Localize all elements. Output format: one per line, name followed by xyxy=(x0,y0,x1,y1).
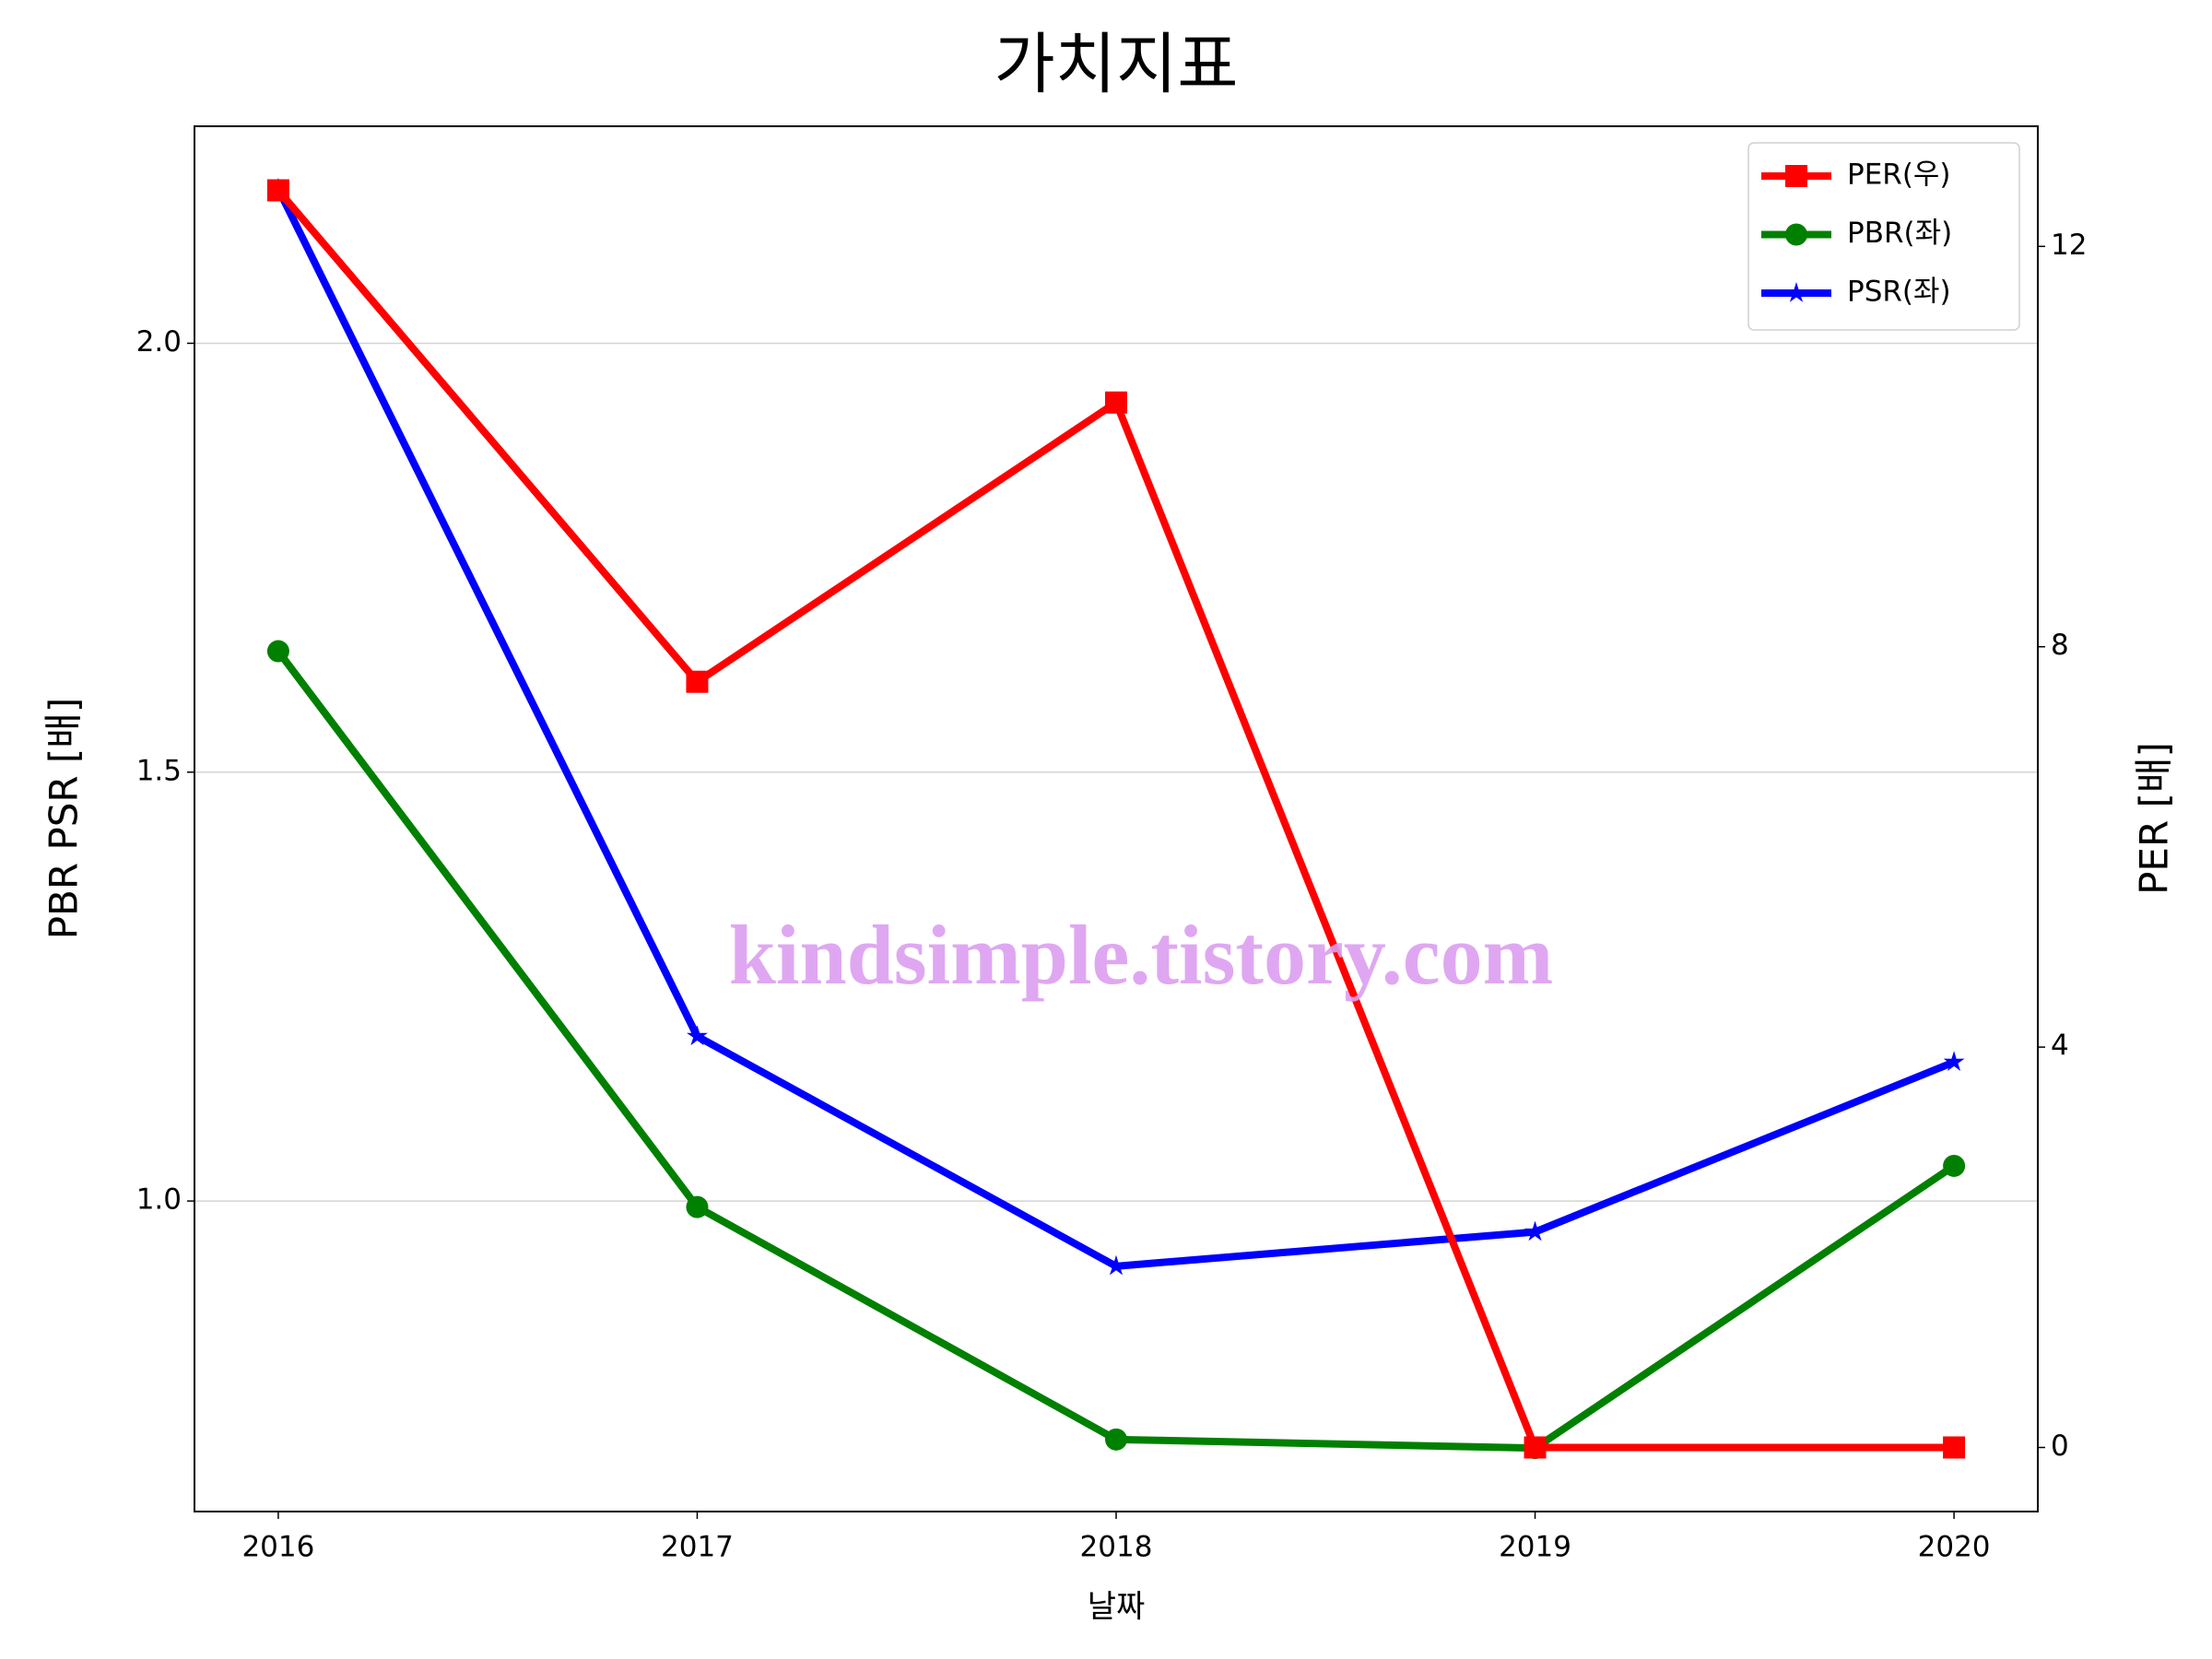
marker xyxy=(1524,1436,1547,1459)
chart-title: 가치지표 xyxy=(994,26,1239,103)
series xyxy=(266,640,1966,1460)
marker xyxy=(1943,1436,1966,1459)
marker xyxy=(1785,223,1807,246)
y-tick-label: 1.5 xyxy=(136,754,182,787)
y2-tick-label: 0 xyxy=(2051,1430,2069,1463)
marker xyxy=(687,1025,708,1046)
marker xyxy=(1943,1154,1966,1177)
series xyxy=(267,177,1965,1276)
marker xyxy=(1105,391,1127,414)
legend-box xyxy=(1747,142,2020,331)
series xyxy=(266,179,1966,1459)
y-tick-label: 2.0 xyxy=(136,325,182,359)
marker xyxy=(1105,1428,1127,1451)
legend: PER(우) PBR(좌) PSR(좌) xyxy=(1747,142,2020,331)
y2-tick-label: 12 xyxy=(2051,229,2087,262)
y2-tick-label: 8 xyxy=(2051,629,2069,662)
y-axis-label: PBR PSR [배] xyxy=(41,698,87,940)
marker xyxy=(266,640,289,663)
watermark: kindsimple.tistory.com xyxy=(729,908,1553,1002)
plot-frame xyxy=(194,125,2039,1512)
x-tick-label: 2019 xyxy=(1499,1531,1571,1564)
line xyxy=(275,187,1956,1270)
legend-label: PBR(좌) xyxy=(1847,217,1952,250)
marker xyxy=(1105,1254,1127,1276)
x-axis-label: 날짜 xyxy=(1088,1589,1146,1626)
y-tick-label: 1.0 xyxy=(136,1183,182,1217)
marker xyxy=(1785,282,1807,302)
x-tick-label: 2020 xyxy=(1918,1531,1991,1564)
y2-tick-label: 4 xyxy=(2051,1030,2069,1063)
marker xyxy=(686,1195,709,1218)
marker xyxy=(1785,165,1807,187)
legend-label: PSR(좌) xyxy=(1847,276,1951,309)
x-tick-label: 2016 xyxy=(241,1531,314,1564)
x-tick-label: 2017 xyxy=(661,1531,734,1564)
legend-label: PER(우) xyxy=(1847,159,1951,192)
marker xyxy=(266,179,289,202)
marker xyxy=(686,670,709,693)
marker xyxy=(1943,1051,1965,1071)
x-tick-label: 2018 xyxy=(1080,1531,1153,1564)
marker xyxy=(1524,1220,1546,1241)
y2-axis-label: PER [배] xyxy=(2132,742,2177,895)
line xyxy=(275,649,1957,1453)
